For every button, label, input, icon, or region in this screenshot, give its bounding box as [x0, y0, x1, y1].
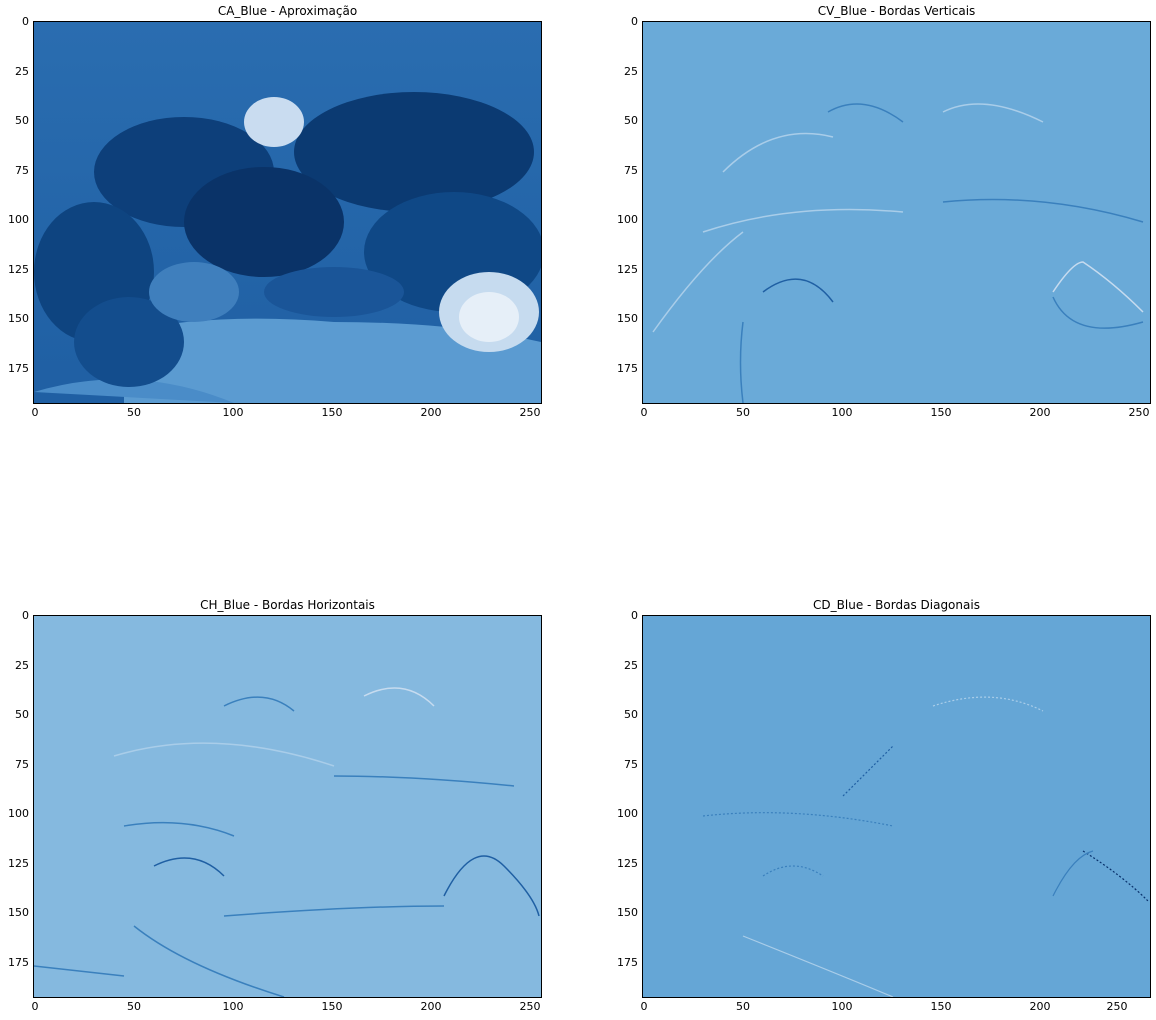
- y-tick: 125: [8, 857, 29, 870]
- image-cd: [642, 615, 1151, 998]
- y-tick: 100: [8, 807, 29, 820]
- y-tick: 25: [624, 65, 638, 78]
- y-tick: 125: [617, 857, 638, 870]
- y-tick: 75: [15, 758, 29, 771]
- y-tick: 75: [15, 164, 29, 177]
- y-tick: 50: [624, 708, 638, 721]
- x-tick: 250: [519, 1000, 541, 1013]
- x-tick: 0: [31, 1000, 39, 1013]
- x-tick: 50: [736, 1000, 750, 1013]
- x-tick: 250: [1128, 406, 1150, 419]
- y-tick: 75: [624, 164, 638, 177]
- x-tick: 200: [1029, 406, 1051, 419]
- x-tick: 150: [321, 1000, 343, 1013]
- y-tick: 175: [617, 362, 638, 375]
- x-tick: 250: [1106, 1000, 1128, 1013]
- panel-title: CA_Blue - Aproximação: [217, 4, 358, 18]
- y-tick: 25: [15, 659, 29, 672]
- image-ca: [33, 21, 542, 404]
- y-tick: 25: [15, 65, 29, 78]
- y-tick: 100: [8, 213, 29, 226]
- x-tick: 0: [640, 1000, 648, 1013]
- x-tick: 100: [831, 1000, 853, 1013]
- y-tick: 0: [631, 609, 638, 622]
- y-tick: 175: [8, 956, 29, 969]
- panel-title: CV_Blue - Bordas Verticais: [817, 4, 976, 18]
- panel-title: CH_Blue - Bordas Horizontais: [200, 598, 375, 612]
- y-tick: 0: [22, 609, 29, 622]
- x-tick: 150: [321, 406, 343, 419]
- x-tick: 150: [930, 1000, 952, 1013]
- x-tick: 50: [736, 406, 750, 419]
- x-tick: 100: [831, 406, 853, 419]
- y-tick: 150: [8, 906, 29, 919]
- y-tick: 150: [617, 906, 638, 919]
- y-tick: 150: [617, 312, 638, 325]
- x-tick: 200: [1029, 1000, 1051, 1013]
- y-tick: 125: [8, 263, 29, 276]
- x-tick: 50: [127, 1000, 141, 1013]
- y-tick: 175: [617, 956, 638, 969]
- panel-title: CD_Blue - Bordas Diagonais: [813, 598, 980, 612]
- y-tick: 75: [624, 758, 638, 771]
- panel-ca: CA_Blue - Aproximação: [0, 4, 578, 424]
- y-tick: 150: [8, 312, 29, 325]
- y-tick: 50: [15, 114, 29, 127]
- y-tick: 50: [624, 114, 638, 127]
- x-tick: 250: [519, 406, 541, 419]
- y-tick: 0: [631, 15, 638, 28]
- image-cv: [642, 21, 1151, 404]
- x-tick: 100: [222, 406, 244, 419]
- y-tick: 175: [8, 362, 29, 375]
- x-tick: 150: [930, 406, 952, 419]
- y-tick: 50: [15, 708, 29, 721]
- x-tick: 0: [640, 406, 648, 419]
- x-tick: 200: [420, 406, 442, 419]
- panel-cv: CV_Blue - Bordas Verticais 0 25 50 75 10…: [609, 4, 1156, 424]
- y-tick: 100: [617, 213, 638, 226]
- panel-ch: CH_Blue - Bordas Horizontais 0 25 50 75 …: [0, 598, 578, 1018]
- y-tick: 25: [624, 659, 638, 672]
- x-tick: 100: [222, 1000, 244, 1013]
- y-tick: 0: [22, 15, 29, 28]
- x-tick: 50: [127, 406, 141, 419]
- x-tick: 200: [420, 1000, 442, 1013]
- panel-cd: CD_Blue - Bordas Diagonais 0 25 50 75 10…: [609, 598, 1156, 1018]
- x-tick: 0: [31, 406, 39, 419]
- y-tick: 125: [617, 263, 638, 276]
- image-ch: [33, 615, 542, 998]
- y-tick: 100: [617, 807, 638, 820]
